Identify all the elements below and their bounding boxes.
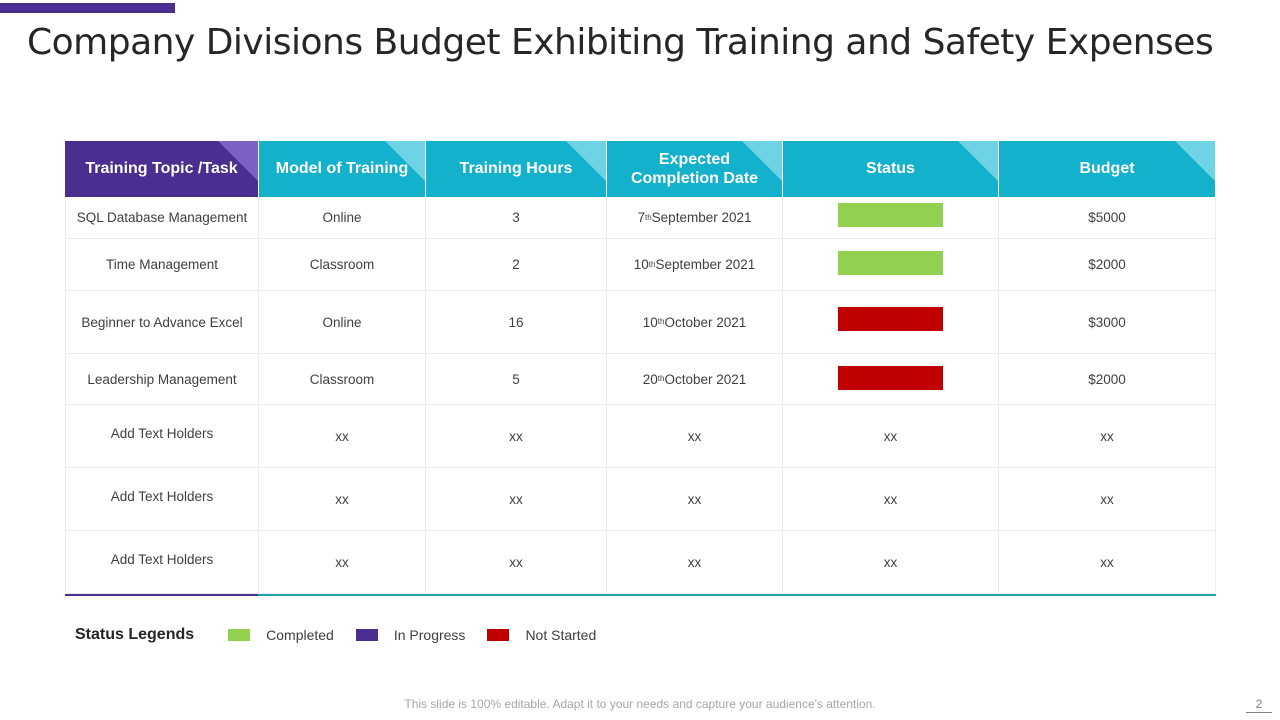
legend-swatch [228,629,251,641]
hours-cell: 3 [426,197,607,239]
topic-cell: Add Text Holders [65,405,259,468]
topic-cell: Add Text Holders [65,531,259,594]
hours-cell: 5 [426,354,607,405]
status-cell: xx [783,531,999,594]
status-indicator [838,251,943,275]
legend-swatch [355,629,378,641]
budget-cell: $5000 [999,197,1216,239]
budget-cell: $3000 [999,291,1216,354]
date-cell: xx [607,405,783,468]
budget-cell: xx [999,531,1216,594]
status-cell [783,291,999,354]
model-cell: xx [259,531,426,594]
header-budget: Budget [999,141,1216,197]
status-cell [783,354,999,405]
topic-cell: Leadership Management [65,354,259,405]
hours-cell: xx [426,531,607,594]
table-row: Add Text Holders xx xx xx xx xx [65,405,1216,468]
status-indicator [838,366,943,390]
date-cell: xx [607,531,783,594]
table-row: Add Text Holders xx xx xx xx xx [65,531,1216,594]
hours-cell: 2 [426,239,607,291]
model-cell: Online [259,291,426,354]
budget-cell: xx [999,405,1216,468]
status-indicator [838,203,943,227]
page-number: 2 [1246,697,1272,713]
model-cell: Classroom [259,239,426,291]
legend-item-completed: Completed [228,627,334,643]
legend-title: Status Legends [75,626,195,643]
model-cell: Online [259,197,426,239]
model-cell: xx [259,405,426,468]
budget-cell: $2000 [999,239,1216,291]
status-cell [783,239,999,291]
header-model-of-training: Model of Training [259,141,426,197]
status-legend: Status Legends Completed In Progress Not… [75,626,618,644]
status-indicator [838,307,943,331]
status-cell: xx [783,405,999,468]
training-budget-table: Training Topic /Task Model of Training T… [65,141,1216,596]
legend-item-not-started: Not Started [487,627,596,643]
status-cell: xx [783,468,999,531]
hours-cell: xx [426,405,607,468]
hours-cell: xx [426,468,607,531]
status-cell [783,197,999,239]
legend-swatch [487,629,510,641]
date-cell: xx [607,468,783,531]
title-accent-bar [0,3,175,13]
budget-cell: $2000 [999,354,1216,405]
footer-note: This slide is 100% editable. Adapt it to… [404,697,876,711]
hours-cell: 16 [426,291,607,354]
header-status: Status [783,141,999,197]
table-header-row: Training Topic /Task Model of Training T… [65,141,1216,197]
model-cell: Classroom [259,354,426,405]
legend-item-in-progress: In Progress [355,627,465,643]
topic-cell: Beginner to Advance Excel [65,291,259,354]
model-cell: xx [259,468,426,531]
header-expected-completion-date: Expected Completion Date [607,141,783,197]
header-training-topic: Training Topic /Task [65,141,259,197]
topic-cell: Time Management [65,239,259,291]
budget-cell: xx [999,468,1216,531]
slide-title: Company Divisions Budget Exhibiting Trai… [27,22,1214,63]
table-row: Add Text Holders xx xx xx xx xx [65,468,1216,531]
topic-cell: SQL Database Management [65,197,259,239]
header-training-hours: Training Hours [426,141,607,197]
topic-cell: Add Text Holders [65,468,259,531]
